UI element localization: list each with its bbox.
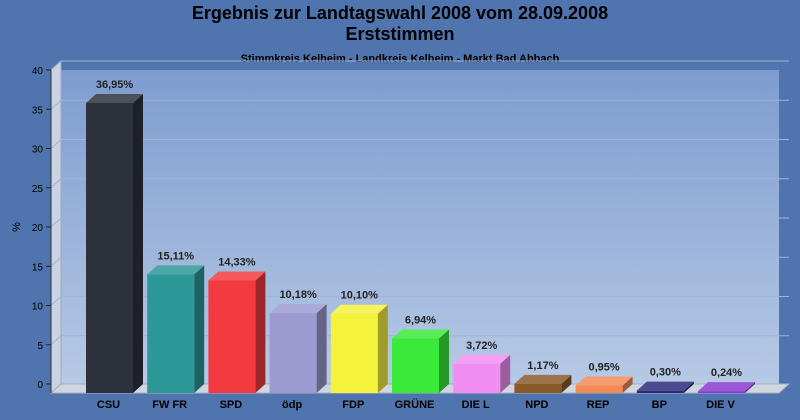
bar-side [500, 354, 511, 393]
x-tick-label: CSU [97, 399, 120, 411]
bar-top [147, 265, 205, 275]
data-label: 14,33% [218, 257, 256, 269]
bar-side [255, 271, 266, 393]
data-label: 15,11% [157, 250, 194, 262]
bar-top [269, 304, 327, 314]
data-label: 6,94% [405, 315, 436, 327]
gridline [50, 335, 62, 346]
bar-side [133, 93, 143, 393]
data-label: 1,17% [527, 360, 558, 372]
bar-side [377, 304, 388, 393]
x-tick-label: DIE V [706, 399, 735, 411]
bar [453, 363, 501, 393]
x-tick-label: NPD [525, 399, 548, 411]
y-tick-label: 20 [32, 223, 44, 234]
x-tick-label: ödp [282, 399, 302, 411]
bar-side [316, 304, 327, 393]
x-tick-label: FW FR [152, 399, 187, 411]
y-axis-label: % [11, 222, 23, 232]
chart-title-line2: Erststimmen [345, 24, 455, 44]
bar [330, 313, 378, 393]
data-label: 0,95% [588, 362, 619, 374]
bar-side [683, 381, 694, 393]
chart-title-line1: Ergebnis zur Landtagswahl 2008 vom 28.09… [191, 3, 609, 23]
bar [269, 313, 317, 393]
bar-top [636, 381, 694, 391]
bar-top [453, 354, 511, 364]
x-tick-label: BP [652, 399, 667, 411]
x-tick-label: DIE L [462, 399, 490, 411]
data-label: 0,30% [650, 367, 681, 379]
chart-title: Ergebnis zur Landtagswahl 2008 vom 28.09… [0, 3, 800, 45]
bar [575, 385, 623, 393]
x-tick-label: SPD [220, 399, 243, 411]
bar-top [575, 376, 633, 386]
x-tick-label: GRÜNE [395, 398, 435, 411]
y-tick-label: 40 [32, 66, 44, 77]
bar [392, 338, 439, 393]
bar [698, 391, 745, 393]
y-tick-label: 15 [32, 262, 44, 273]
gridline [50, 217, 62, 228]
bar-top [392, 329, 449, 339]
y-tick-label: 5 [37, 341, 43, 352]
gridline [50, 296, 62, 306]
data-label: 36,95% [96, 79, 134, 91]
bar-side [194, 265, 205, 393]
gridline [50, 99, 62, 110]
y-tick-label: 30 [32, 145, 44, 156]
bar-side [561, 374, 572, 393]
y-tick-label: 10 [32, 302, 44, 313]
gridline [50, 256, 62, 267]
data-label: 10,10% [341, 290, 379, 302]
gridline [50, 178, 62, 189]
bar-top [86, 93, 143, 103]
bar [147, 274, 195, 393]
y-tick-label: 35 [32, 105, 44, 116]
data-label: 3,72% [466, 340, 497, 352]
bar [514, 383, 562, 393]
bar-top [514, 374, 572, 384]
data-label: 10,18% [279, 289, 317, 301]
bar-side [439, 329, 449, 393]
bar [208, 280, 256, 393]
y-tick-label: 25 [32, 184, 44, 195]
y-tick-label: 0 [37, 380, 43, 391]
bar-top [698, 382, 755, 392]
data-label: 0,24% [711, 367, 742, 379]
chart-subtitle: Stimmkreis Kelheim - Landkreis Kelheim -… [240, 53, 560, 65]
x-tick-label: FDP [342, 399, 364, 411]
bar [636, 390, 684, 393]
x-tick-label: REP [587, 399, 610, 411]
gridline [50, 139, 62, 149]
gridline [50, 60, 62, 71]
bar-top [330, 304, 388, 314]
bar-side [745, 382, 755, 393]
bar-top [208, 271, 266, 281]
bar [86, 102, 133, 393]
bar-side [622, 376, 633, 393]
